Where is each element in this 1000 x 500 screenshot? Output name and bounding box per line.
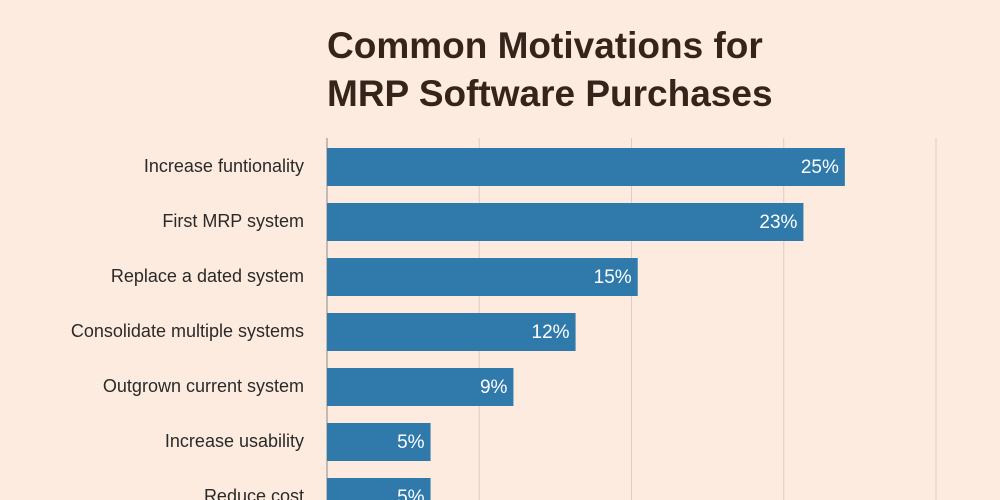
value-label: 5%	[397, 432, 425, 453]
bar	[327, 148, 845, 186]
chart-title: MRP Software Purchases	[327, 73, 773, 114]
category-label: Outgrown current system	[103, 376, 304, 396]
bar	[327, 258, 638, 296]
value-label: 15%	[594, 267, 632, 288]
bar	[327, 478, 431, 500]
value-label: 9%	[480, 377, 508, 398]
bar	[327, 203, 804, 241]
value-label: 12%	[532, 322, 570, 343]
category-label: Replace a dated system	[111, 266, 304, 286]
chart-title: Common Motivations for	[327, 25, 763, 66]
value-label: 23%	[759, 212, 797, 233]
category-label: Increase usability	[165, 431, 304, 451]
bar	[327, 368, 514, 406]
bar	[327, 423, 431, 461]
value-label: 25%	[801, 157, 839, 178]
bar	[327, 313, 576, 351]
category-label: Consolidate multiple systems	[71, 321, 304, 341]
category-label: Reduce cost	[204, 486, 304, 500]
category-label: First MRP system	[162, 211, 304, 231]
value-label: 5%	[397, 487, 425, 500]
category-label: Increase funtionality	[144, 156, 304, 176]
